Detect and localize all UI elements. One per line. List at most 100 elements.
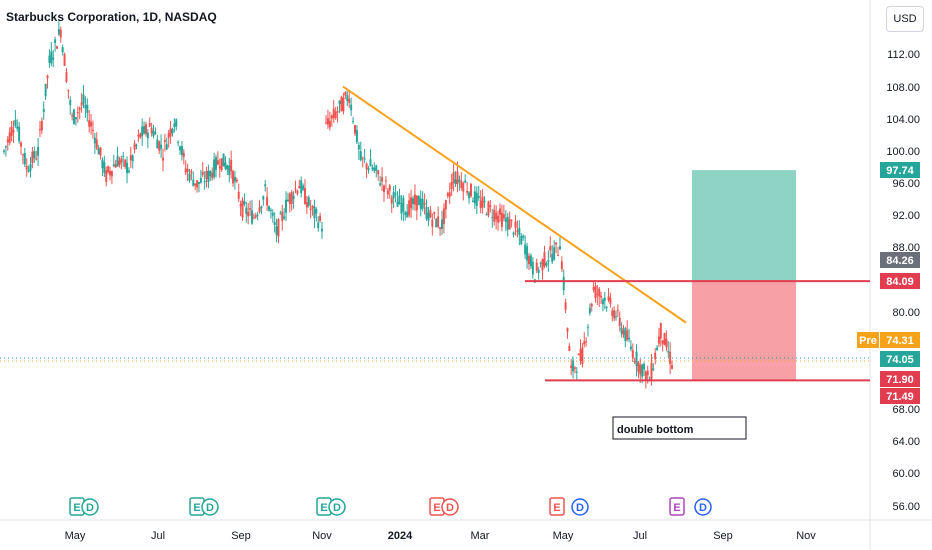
dividend-marker[interactable]: [201, 498, 219, 516]
event-marker-label: E: [320, 502, 327, 514]
candle-body: [101, 159, 104, 169]
candle-body: [460, 181, 463, 189]
candle-body: [408, 200, 411, 216]
candle-body: [588, 307, 591, 314]
stop-zone[interactable]: [692, 281, 796, 381]
candle-body: [616, 309, 619, 311]
candle-body: [633, 361, 636, 363]
candle-body: [439, 227, 442, 229]
candle-body: [63, 54, 66, 66]
candle-body: [56, 46, 58, 49]
candle-body: [82, 94, 85, 104]
candle-body: [290, 192, 293, 204]
candle-body: [605, 306, 608, 308]
candle-body: [481, 196, 484, 208]
candle-body: [285, 199, 288, 213]
annotation-box[interactable]: [612, 416, 747, 440]
candle-body: [629, 346, 632, 350]
candle-body: [91, 129, 94, 131]
candle-body: [448, 192, 451, 197]
candle-body: [344, 92, 347, 96]
candle-body: [479, 200, 482, 209]
candle-body: [250, 210, 253, 224]
x-tick-label: Sep: [231, 530, 251, 542]
candle-body: [124, 159, 127, 167]
candle-body: [311, 206, 314, 208]
candle-body: [95, 139, 98, 149]
candle-body: [319, 215, 322, 221]
candle-body: [609, 297, 612, 304]
candle-body: [192, 179, 195, 186]
candle-body: [587, 326, 589, 328]
trendline[interactable]: [342, 85, 687, 324]
candle-body: [363, 158, 366, 160]
price-label-bg: [880, 388, 920, 404]
candle-body: [659, 323, 662, 339]
earnings-marker[interactable]: [669, 497, 685, 516]
x-tick-label: Mar: [471, 530, 490, 542]
candle-body: [31, 151, 34, 163]
candle-body: [50, 51, 53, 64]
candle-body: [520, 235, 523, 245]
price-label-bg: [880, 273, 920, 289]
candle-body: [641, 364, 644, 377]
candle-body: [415, 195, 418, 211]
y-tick-label: 60.00: [892, 468, 920, 480]
candle-body: [371, 167, 374, 170]
candle-body: [361, 157, 364, 159]
earnings-marker[interactable]: [549, 497, 565, 516]
candle-body: [156, 139, 159, 149]
candle-body: [74, 117, 77, 120]
candle-body: [594, 285, 597, 299]
candle-body: [16, 126, 19, 129]
event-marker-label: D: [576, 502, 584, 514]
candle-body: [57, 29, 60, 35]
candle-body: [412, 198, 414, 204]
candle-body: [328, 120, 331, 128]
candle-body: [350, 104, 353, 111]
candle-body: [197, 181, 200, 184]
candle-body: [551, 253, 554, 262]
candle-body: [577, 354, 580, 356]
dividend-marker[interactable]: [571, 498, 589, 516]
event-marker-label: D: [333, 502, 341, 514]
candle-body: [458, 179, 461, 182]
candle-body: [500, 212, 503, 227]
price-label: 97.74: [886, 165, 914, 177]
currency-button[interactable]: USD: [886, 6, 924, 32]
candle-body: [369, 159, 372, 167]
candle-body: [332, 108, 335, 119]
candle-body: [144, 124, 147, 135]
dividend-marker[interactable]: [694, 498, 712, 516]
candle-body: [133, 143, 136, 150]
candle-body: [103, 162, 106, 173]
candle-body: [402, 197, 405, 212]
candle-body: [644, 371, 647, 382]
candle-body: [631, 350, 634, 359]
dividend-marker[interactable]: [81, 498, 99, 516]
candle-body: [283, 216, 286, 219]
dividend-marker[interactable]: [441, 498, 459, 516]
candle-body: [201, 171, 204, 175]
candle-body: [317, 222, 320, 229]
dividend-marker[interactable]: [328, 498, 346, 516]
candle-body: [522, 235, 525, 238]
candle-body: [543, 251, 546, 267]
candle-body: [433, 212, 436, 215]
candle-body: [423, 203, 426, 205]
candle-body: [437, 216, 440, 227]
candle-body: [404, 212, 407, 215]
target-zone[interactable]: [692, 170, 796, 282]
candle-body: [273, 221, 276, 225]
candle-body: [325, 122, 327, 124]
candle-body: [84, 104, 87, 109]
candle-body: [59, 29, 62, 38]
candle-body: [575, 371, 578, 373]
y-tick-label: 68.00: [892, 404, 920, 416]
candle-body: [269, 209, 272, 211]
y-tick-label: 96.00: [892, 178, 920, 190]
candle-body: [167, 133, 170, 138]
candle-body: [173, 123, 176, 128]
candle-body: [396, 201, 399, 207]
